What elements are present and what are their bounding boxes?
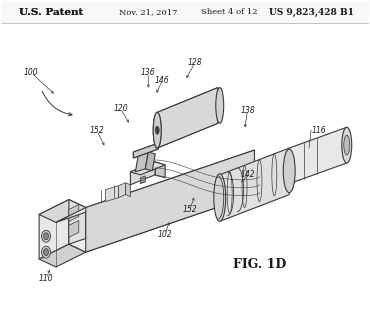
Polygon shape (105, 186, 118, 202)
Ellipse shape (153, 113, 161, 148)
Text: 102: 102 (158, 230, 172, 239)
Ellipse shape (155, 126, 159, 134)
Polygon shape (86, 150, 255, 252)
Bar (1, 1, 369, 23)
Text: FIG. 1D: FIG. 1D (233, 258, 286, 271)
Ellipse shape (283, 149, 295, 193)
Polygon shape (134, 143, 158, 158)
Polygon shape (220, 148, 289, 221)
Text: 128: 128 (188, 58, 202, 67)
Polygon shape (157, 88, 218, 148)
Polygon shape (69, 187, 255, 252)
Text: 146: 146 (155, 76, 169, 85)
Ellipse shape (44, 249, 48, 255)
Text: US 9,823,428 B1: US 9,823,428 B1 (269, 8, 354, 17)
Polygon shape (69, 200, 86, 252)
Polygon shape (155, 162, 165, 178)
Ellipse shape (216, 88, 224, 123)
Text: 152: 152 (183, 205, 197, 214)
Text: 136: 136 (141, 68, 156, 77)
Polygon shape (118, 183, 125, 197)
Text: 152: 152 (90, 126, 104, 135)
Polygon shape (145, 152, 155, 171)
Polygon shape (39, 244, 86, 267)
Text: Nov. 21, 2017: Nov. 21, 2017 (119, 8, 178, 16)
Text: U.S. Patent: U.S. Patent (19, 8, 84, 17)
Polygon shape (69, 205, 79, 221)
Polygon shape (39, 200, 69, 259)
Polygon shape (130, 162, 155, 185)
Ellipse shape (44, 233, 48, 240)
Polygon shape (69, 220, 79, 237)
Ellipse shape (214, 174, 226, 221)
Ellipse shape (342, 127, 352, 163)
Ellipse shape (41, 246, 51, 258)
Polygon shape (39, 200, 86, 222)
Polygon shape (130, 162, 165, 175)
Ellipse shape (153, 113, 161, 148)
Polygon shape (140, 176, 145, 184)
Text: Sheet 4 of 12: Sheet 4 of 12 (201, 8, 258, 16)
Polygon shape (289, 127, 347, 184)
Text: 120: 120 (113, 104, 128, 113)
Polygon shape (56, 150, 255, 222)
Ellipse shape (41, 230, 51, 242)
Text: U.S. Patent: U.S. Patent (19, 8, 84, 17)
Polygon shape (135, 152, 148, 172)
Ellipse shape (155, 126, 159, 134)
Ellipse shape (344, 135, 350, 155)
Text: 142: 142 (240, 170, 255, 179)
Text: 110: 110 (39, 274, 53, 283)
Text: 100: 100 (24, 68, 38, 77)
Polygon shape (125, 183, 130, 197)
Polygon shape (134, 143, 158, 158)
Text: 138: 138 (240, 106, 255, 115)
Text: 116: 116 (312, 126, 326, 135)
